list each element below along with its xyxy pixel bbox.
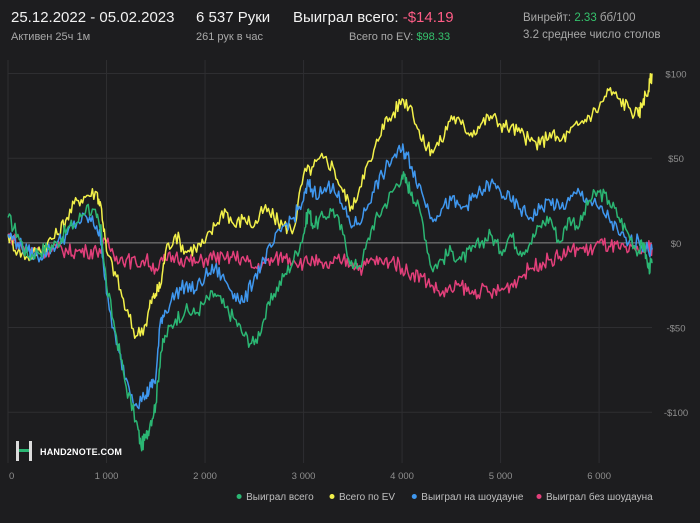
hands-block: 6 537 Руки 261 рук в час: [196, 9, 270, 43]
y-tick-label: -$100: [664, 408, 688, 419]
x-tick-label: 1 000: [95, 471, 119, 482]
x-tick-label: 5 000: [489, 471, 513, 482]
winrate-unit: бб/100: [599, 12, 636, 24]
y-tick-label: $50: [668, 154, 684, 165]
series-line: [7, 73, 653, 339]
avg-tables: 3.2 среднее число столов: [523, 29, 661, 41]
logo-text: HAND2NOTE.COM: [40, 447, 122, 457]
x-tick-label: 6 000: [587, 471, 611, 482]
hands-count: 6 537 Руки: [196, 9, 271, 26]
lines-layer: [7, 73, 653, 452]
legend-marker: [329, 494, 335, 499]
legend-label[interactable]: Выиграл на шоудауне: [421, 492, 524, 503]
winrate: Винрейт: 2.33 бб/100: [523, 12, 661, 24]
won-total: Выиграл всего: -$14.19: [293, 9, 454, 26]
hand2note-logo: HAND2NOTE.COM: [16, 441, 122, 461]
legend-marker: [236, 494, 242, 499]
chart-legend: Выиграл всего Всего по EV Выиграл на шоуда…: [236, 491, 653, 503]
legend-marker: [536, 494, 542, 499]
profit-chart: 0 1 000 2 000 3 000 4 000 5 000 6 000 $100 $50 $0…: [0, 55, 700, 518]
ev-total: Всего по EV: $98.33: [293, 31, 454, 43]
active-time: Активен 25ч 1м: [11, 31, 91, 43]
stats-header: 25.12.2022 - 05.02.2023 Активен 25ч 1м 6…: [0, 0, 700, 55]
won-total-label: Выиграл всего:: [293, 9, 399, 26]
hands-per-hour: 261 рук в час: [196, 31, 264, 43]
date-range: 25.12.2022 - 05.02.2023: [11, 9, 175, 26]
legend-label[interactable]: Выиграл всего: [246, 492, 314, 503]
winnings-block: Выиграл всего: -$14.19 Всего по EV: $98.…: [293, 9, 454, 43]
x-tick-label: 3 000: [292, 471, 316, 482]
series-line: [7, 143, 653, 410]
legend-label[interactable]: Выиграл без шоудауна: [546, 491, 653, 503]
y-tick-label: -$50: [666, 324, 685, 335]
won-total-value: -$14.19: [402, 9, 454, 26]
chart-svg: 0 1 000 2 000 3 000 4 000 5 000 6 000 $100 $50 $0…: [7, 60, 688, 503]
series-line: [7, 171, 653, 452]
series-line: [7, 233, 653, 300]
x-tick-label: 4 000: [390, 471, 414, 482]
x-tick-label: 0: [9, 471, 14, 482]
legend-label[interactable]: Всего по EV: [339, 492, 395, 503]
winrate-value: 2.33: [574, 12, 597, 24]
ev-total-value: $98.33: [416, 31, 451, 43]
labels-layer: 0 1 000 2 000 3 000 4 000 5 000 6 000 $100 $50 $0…: [9, 70, 688, 482]
winrate-block: Винрейт: 2.33 бб/100 3.2 среднее число с…: [523, 12, 661, 41]
winrate-label: Винрейт:: [523, 12, 572, 24]
date-block: 25.12.2022 - 05.02.2023 Активен 25ч 1м: [11, 9, 174, 43]
ev-total-label: Всего по EV:: [349, 31, 414, 43]
legend-marker: [411, 494, 417, 499]
y-tick-label: $0: [671, 239, 682, 250]
x-tick-label: 2 000: [193, 471, 217, 482]
y-tick-label: $100: [665, 70, 686, 81]
